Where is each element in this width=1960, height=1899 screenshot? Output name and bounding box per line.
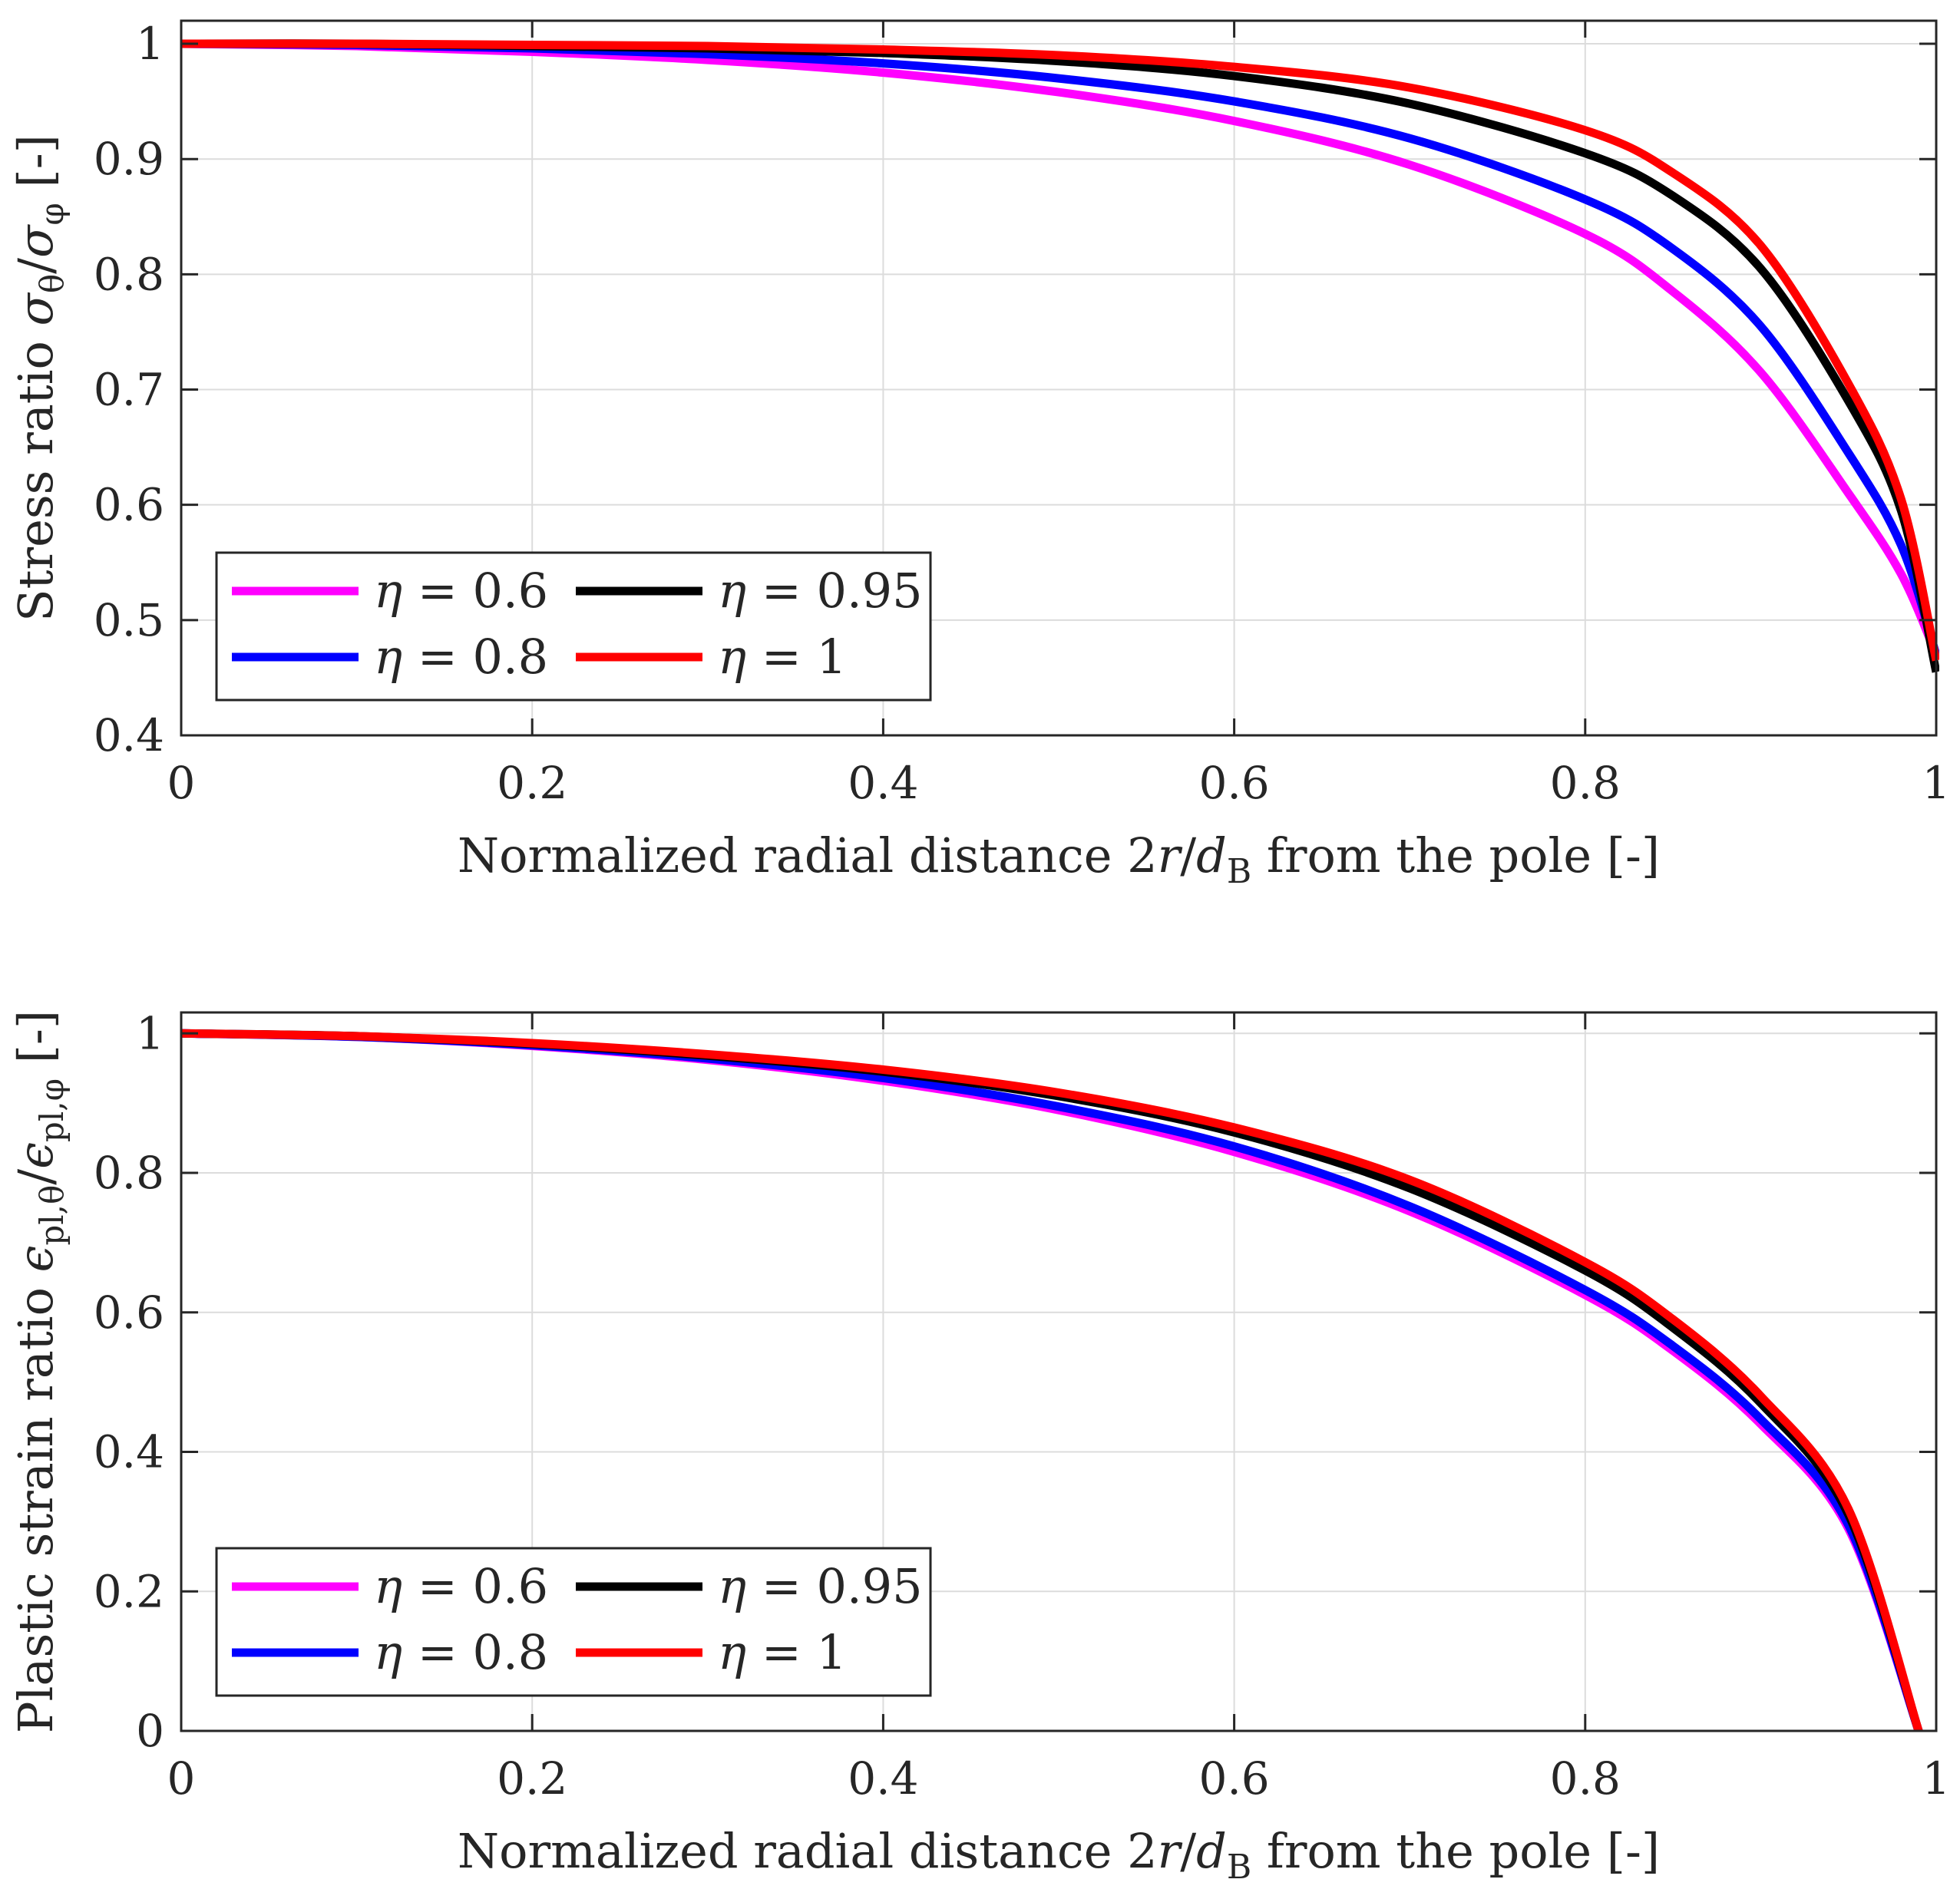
legend-label-2: η = 0.95 — [718, 563, 923, 619]
y-tick-label: 0.8 — [94, 1147, 164, 1199]
axes-box — [180, 1011, 1938, 1732]
stress-ratio-chart: 0 0.2 0.4 0.6 0.8 1 0.4 0.5 0.6 0.7 0.8 0.9 1 Normali… — [8, 18, 1950, 891]
y-tick-label: 0 — [136, 1705, 164, 1757]
legend-label-0: η = 0.6 — [374, 563, 548, 619]
legend-box — [215, 1547, 932, 1697]
plastic-strain-ratio-chart: 0 0.2 0.4 0.6 0.8 1 0 0.2 0.4 0.6 0.8 1 Normalized r… — [8, 1007, 1950, 1887]
y-tick-label: 0.5 — [94, 594, 164, 646]
y-tick-label: 0.9 — [94, 133, 164, 185]
x-tick-label: 0.8 — [1550, 1752, 1621, 1805]
y-tick-label: 0.4 — [94, 1426, 164, 1478]
y-tick-label: 0.2 — [94, 1565, 164, 1617]
legend: η = 0.6 η = 0.8 η = 0.95 η = 1 — [215, 551, 932, 702]
y-tick-label: 0.6 — [94, 479, 164, 531]
x-tick-label: 0 — [167, 1752, 196, 1805]
x-tick-label: 0.6 — [1198, 757, 1269, 809]
x-tick-label: 0.4 — [848, 1752, 918, 1805]
legend-box — [215, 551, 932, 702]
axes-box — [180, 19, 1938, 737]
series-line-3 — [181, 39, 1939, 662]
legend-label-2: η = 0.95 — [718, 1558, 923, 1614]
legend-label-1: η = 0.8 — [374, 629, 548, 685]
y-axis-label: Stress ratio σθ/σφ [-] — [8, 134, 71, 622]
x-tick-label: 0.2 — [497, 1752, 567, 1805]
y-tick-label: 0.8 — [94, 248, 164, 300]
x-tick-label: 1 — [1922, 1752, 1951, 1805]
y-tick-label: 0.6 — [94, 1286, 164, 1339]
series-line-3 — [181, 1029, 1923, 1731]
x-tick-label: 0 — [167, 757, 196, 809]
x-tick-label: 0.6 — [1198, 1752, 1269, 1805]
x-tick-label: 0.8 — [1550, 757, 1621, 809]
x-tick-label: 1 — [1922, 757, 1951, 809]
x-tick-label: 0.4 — [848, 757, 918, 809]
legend-label-0: η = 0.6 — [374, 1558, 548, 1614]
y-tick-label: 1 — [136, 1007, 164, 1059]
y-tick-label: 1 — [136, 18, 164, 70]
x-tick-label: 0.2 — [497, 757, 567, 809]
legend-label-1: η = 0.8 — [374, 1624, 548, 1680]
y-tick-label: 0.7 — [94, 364, 164, 416]
y-tick-label: 0.4 — [94, 709, 164, 761]
legend-label-3: η = 1 — [718, 629, 847, 685]
y-axis-label: Plastic strain ratio ϵpl,θ/ϵpl,φ [-] — [8, 1010, 71, 1733]
legend: η = 0.6 η = 0.8 η = 0.95 η = 1 — [215, 1547, 932, 1697]
x-axis-label: Normalized radial distance 2r/dB from th… — [458, 827, 1660, 891]
legend-label-3: η = 1 — [718, 1624, 847, 1680]
x-axis-label: Normalized radial distance 2r/dB from th… — [458, 1823, 1660, 1887]
